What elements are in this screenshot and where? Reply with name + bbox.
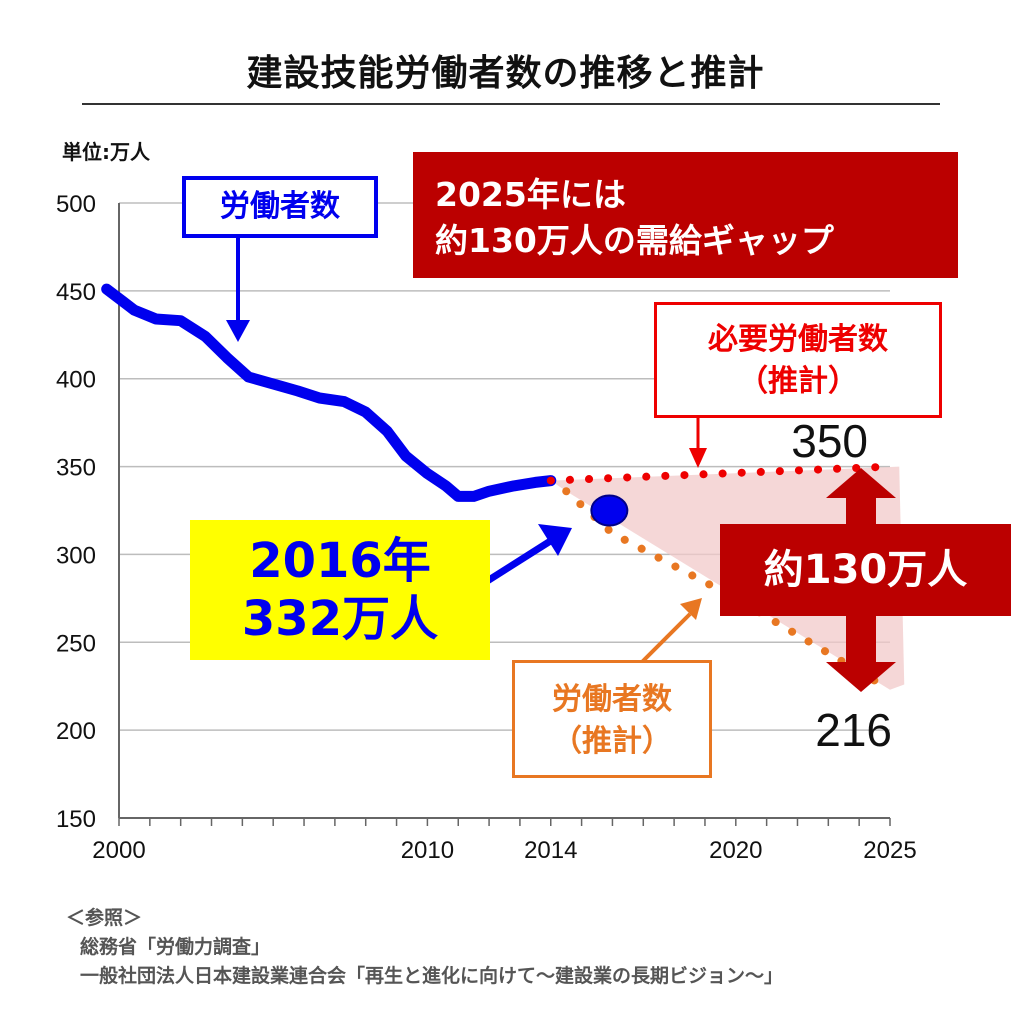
headline-line1: 2025年には (435, 175, 626, 214)
x-tick-2020: 2020 (709, 837, 762, 864)
estimate-label-line2: （推計） (552, 724, 672, 759)
y-tick-400: 400 (56, 367, 96, 394)
estimate-arrow-shaft (638, 612, 692, 666)
y-tick-150: 150 (56, 806, 96, 833)
y-tick-500: 500 (56, 191, 96, 218)
point-label-line1: 2016年 (249, 533, 431, 589)
x-tick-2025: 2025 (863, 837, 916, 864)
estimate-label-line1: 労働者数 (552, 682, 672, 717)
y-tick-350: 350 (56, 455, 96, 482)
point-label-box: 2016年 332万人 (190, 520, 490, 660)
estimate-label-box: 労働者数 （推計） (512, 660, 712, 778)
x-tick-2000: 2000 (92, 837, 145, 864)
headline-line2: 約130万人の需給ギャップ (435, 221, 834, 260)
sources-heading: ＜参照＞ (66, 907, 143, 929)
x-tick-2010: 2010 (401, 837, 454, 864)
series-line-1 (546, 462, 894, 485)
y-tick-450: 450 (56, 279, 96, 306)
highlight-point (590, 494, 629, 527)
workers-label-box: 労働者数 (182, 176, 378, 238)
x-tick-2014: 2014 (524, 837, 577, 864)
unit-label: 単位:万人 (62, 140, 150, 164)
series-line-2 (562, 487, 894, 694)
required-label-box: 必要労働者数 （推計） (654, 302, 942, 418)
axes (118, 203, 891, 826)
point-label-line2: 332万人 (241, 591, 439, 647)
gap-arrow-head-up (826, 468, 896, 498)
y-tick-300: 300 (56, 542, 96, 569)
title-divider (82, 103, 940, 105)
required-arrow-head (689, 448, 707, 468)
series-line-0 (101, 283, 557, 502)
sources: ＜参照＞ 総務省「労働力調査」 一般社団法人日本建設業連合会「再生と進化に向けて… (66, 904, 783, 991)
end-label-216: 216 (815, 704, 892, 756)
page-title: 建設技能労働者数の推移と推計 (246, 53, 765, 94)
headline-banner: 2025年には 約130万人の需給ギャップ (413, 152, 958, 278)
series-lines (101, 283, 894, 694)
point-2016 (590, 494, 629, 527)
workers-label: 労働者数 (220, 189, 340, 224)
estimate-arrow-head (680, 598, 702, 620)
gap-banner: 約130万人 (720, 524, 1011, 616)
sources-line2: 一般社団法人日本建設業連合会「再生と進化に向けて～建設業の長期ビジョン～」 (80, 965, 784, 987)
y-tick-200: 200 (56, 718, 96, 745)
required-label-line1: 必要労働者数 (708, 322, 888, 357)
end-label-350: 350 (791, 415, 868, 467)
y-tick-250: 250 (56, 630, 96, 657)
x-tick-labels: 2000 2010 2014 2020 2025 (92, 837, 916, 864)
gap-arrow-head-down (826, 662, 896, 692)
sources-line1: 総務省「労働力調査」 (80, 936, 271, 958)
workers-arrow-head (226, 320, 250, 342)
gap-label: 約130万人 (763, 547, 968, 593)
required-label-line2: （推計） (738, 364, 858, 399)
point-arrow-head (538, 524, 572, 556)
y-tick-labels: 150 200 250 300 350 400 450 500 (56, 191, 96, 833)
